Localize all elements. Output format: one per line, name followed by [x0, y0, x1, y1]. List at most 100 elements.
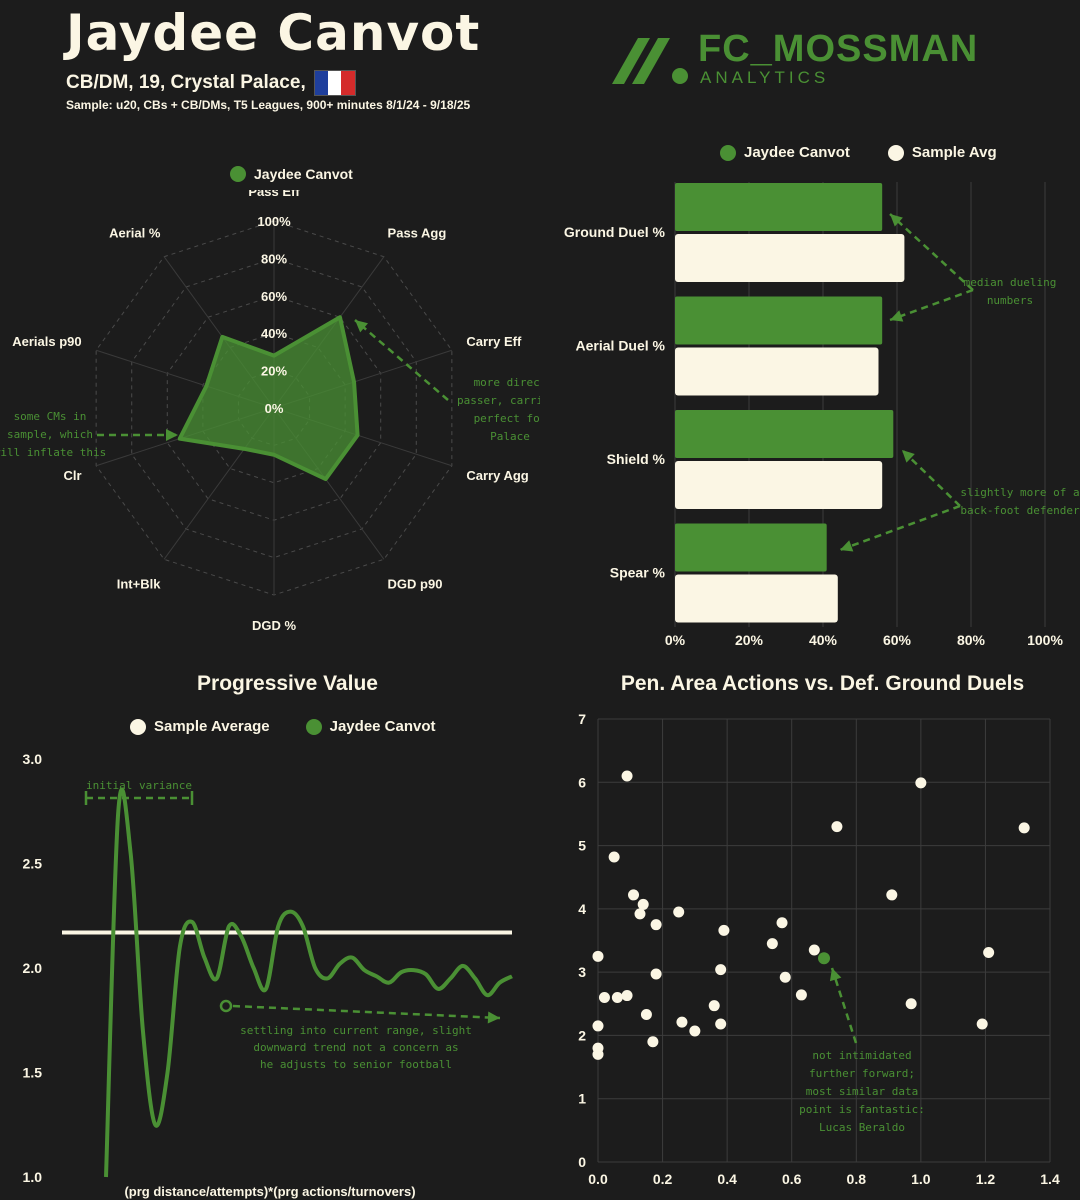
line-chart-title: Progressive Value [197, 672, 378, 695]
scatter-point [598, 991, 610, 1003]
radar-ring-label: 100% [257, 214, 291, 229]
line-annotation-arrow [232, 1004, 501, 1020]
radar-axis-label: DGD % [252, 618, 297, 630]
scatter-x-tick-label: 1.4 [1040, 1171, 1060, 1187]
radar-annotation-arrow-2-head [166, 429, 178, 441]
flag-stripe-blue [314, 71, 329, 95]
scatter-y-tick-label: 5 [578, 838, 586, 854]
scatter-x-tick-label: 0.2 [653, 1171, 673, 1187]
bar-tick-label: 100% [1027, 632, 1063, 648]
scatter-point [611, 991, 623, 1003]
radar-axis-label: Carry Eff [466, 334, 522, 349]
radar-annotation-arrow-1-head [355, 320, 369, 333]
line-y-tick-label: 1.0 [23, 1169, 43, 1185]
scatter-point [976, 1018, 988, 1030]
bar-jaydee-canvot [675, 296, 883, 345]
player-subtitle: CB/DM, 19, Crystal Palace, [66, 70, 356, 96]
legend-sample-swatch [887, 144, 904, 161]
bar-tick-label: 0% [665, 632, 686, 648]
scatter-y-tick-label: 1 [578, 1091, 586, 1107]
scatter-point [983, 947, 995, 959]
scatter-x-tick-label: 1.2 [976, 1171, 996, 1187]
bar-annotation-arrow-2 [889, 288, 974, 322]
bar-category-label: Ground Duel % [564, 224, 666, 240]
bar-jaydee-canvot [675, 523, 827, 572]
scatter-point [673, 906, 685, 918]
scatter-point-jaydee-canvot [818, 952, 830, 965]
scatter-point [592, 1048, 604, 1060]
flag-stripe-white [328, 71, 342, 95]
radar-axis-label: Aerials p90 [12, 334, 81, 349]
scatter-point [637, 898, 649, 910]
scatter-point [831, 821, 843, 833]
radar-chart: 0% 20% 40% 60% 80% 100% Pass Eff Pass Agg Carry … [0, 190, 540, 630]
scatter-x-tick-label: 0.0 [588, 1171, 608, 1187]
bar-category-label: Shield % [607, 451, 666, 467]
scatter-point [808, 944, 820, 956]
radar-legend: Jaydee Canvot [230, 166, 353, 182]
bar-annotation-arrow-4-head [840, 540, 854, 552]
bar-legend: Jaydee Canvot Sample Avg [720, 144, 997, 161]
scatter-point [634, 908, 646, 920]
scatter-x-tick-label: 0.4 [717, 1171, 737, 1187]
bar-sample-avg [675, 574, 838, 623]
line-x-axis-label: (prg distance/attempts)*(prg actions/tur… [124, 1184, 415, 1199]
radar-axis-label: Carry Agg [466, 468, 528, 483]
radar-ring-label: 0% [265, 401, 284, 416]
scatter-point [776, 917, 788, 929]
scatter-point [886, 889, 898, 901]
logo-name: FC_MOSSMAN [698, 28, 979, 70]
line-legend: Sample Average Jaydee Canvot [130, 718, 436, 735]
bar-tick-label: 60% [883, 632, 912, 648]
line-annotation-arrow-head [487, 1011, 500, 1024]
flag-stripe-red [341, 71, 355, 95]
line-annotation-1: initial variance [86, 779, 192, 792]
bar-tick-label: 40% [809, 632, 838, 648]
scatter-point [766, 938, 778, 950]
scatter-x-tick-label: 0.8 [847, 1171, 867, 1187]
bar-legend-player: Jaydee Canvot [744, 144, 850, 161]
radar-axis-label: Clr [64, 468, 82, 483]
logo-subtitle: ANALYTICS [700, 68, 830, 87]
scatter-y-tick-label: 7 [578, 711, 586, 727]
radar-axis-label: Pass Agg [388, 225, 447, 240]
line-annotation-start-marker [219, 999, 233, 1013]
page-title: Jaydee Canvot [66, 4, 481, 62]
scatter-point [795, 989, 807, 1001]
scatter-chart-title: Pen. Area Actions vs. Def. Ground Duels [620, 672, 1025, 695]
bar-sample-avg [675, 461, 883, 509]
radar-ring-label: 80% [261, 251, 287, 266]
radar-ring-label: 40% [261, 326, 287, 341]
progressive-value-line-chart: 1.0 1.5 2.0 2.5 3.0 initial variance settling … [23, 751, 513, 1199]
scatter-x-tick-label: 0.6 [782, 1171, 802, 1187]
scatter-point [676, 1016, 688, 1028]
line-legend-sample: Sample Average [154, 718, 270, 735]
pen-area-scatter-chart: 0.0 0.2 0.4 0.6 0.8 1.0 1.2 1.4 0 1 2 3 4 5 6 7 not inti… [578, 711, 1060, 1187]
radar-ring [131, 257, 417, 559]
scatter-y-tick-label: 3 [578, 964, 586, 980]
bar-annotation-arrow-2-head [890, 310, 904, 322]
sample-description: Sample: u20, CBs + CB/DMs, T5 Leagues, 9… [66, 98, 471, 112]
bar-tick-label: 80% [957, 632, 986, 648]
legend-player-swatch [230, 166, 246, 182]
bar-sample-avg [675, 234, 905, 282]
scatter-point [621, 770, 633, 782]
scatter-point [905, 998, 917, 1010]
line-y-tick-label: 1.5 [23, 1065, 43, 1081]
scatter-point [621, 990, 633, 1002]
bar-annotation-arrow-3 [901, 449, 961, 507]
line-y-tick-label: 2.5 [23, 856, 43, 872]
duel-bar-chart: 0% 20% 40% 60% 80% 100% Ground Duel % Aerial Du… [564, 182, 1080, 648]
scatter-point [715, 964, 727, 976]
bar-annotation-1: median dueling numbers [964, 276, 1057, 307]
scatter-annotation: not intimidated further forward; most simi… [799, 1049, 925, 1134]
scatter-point [708, 1000, 720, 1012]
radar-ring-label: 60% [261, 289, 287, 304]
radar-ring-label: 20% [261, 364, 287, 379]
radar-annotation-arrow-1 [354, 319, 449, 401]
scatter-annotation-arrow-head [829, 968, 842, 982]
bar-jaydee-canvot [675, 410, 894, 458]
line-y-tick-label: 3.0 [23, 751, 43, 767]
scatter-x-tick-label: 1.0 [911, 1171, 931, 1187]
radar-axis-label: Pass Eff [248, 190, 300, 199]
